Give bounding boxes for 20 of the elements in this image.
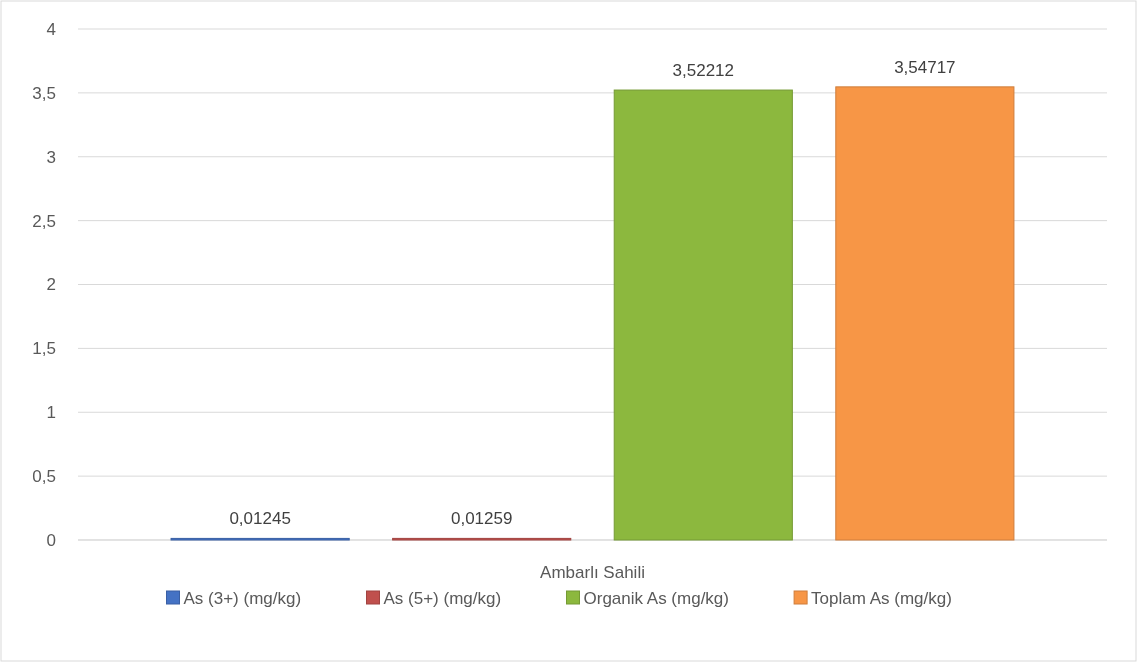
y-tick-label: 0,5 — [32, 467, 56, 487]
x-tick-label: Ambarlı Sahili — [540, 563, 645, 582]
y-tick-label: 4 — [46, 19, 56, 39]
legend-label: As (3+) (mg/kg) — [183, 588, 302, 608]
legend-label: Toplam As (mg/kg) — [811, 588, 952, 608]
bar — [613, 89, 793, 541]
data-label: 0,01245 — [229, 509, 291, 529]
legend-label: Organik As (mg/kg) — [583, 588, 729, 608]
y-tick-label: 1,5 — [32, 339, 56, 359]
y-tick-label: 1 — [46, 403, 56, 423]
y-tick-label: 3,5 — [32, 83, 56, 103]
y-tick-label: 3 — [46, 147, 56, 167]
legend-label: As (5+) (mg/kg) — [383, 588, 502, 608]
y-tick-label: 0 — [46, 530, 56, 550]
data-label: 0,01259 — [450, 509, 513, 529]
y-tick-label: 2 — [46, 275, 56, 295]
data-label: 3,52212 — [672, 61, 735, 81]
data-label: 3,54717 — [894, 57, 956, 77]
bar — [835, 86, 1015, 541]
y-tick-label: 2,5 — [32, 211, 56, 231]
